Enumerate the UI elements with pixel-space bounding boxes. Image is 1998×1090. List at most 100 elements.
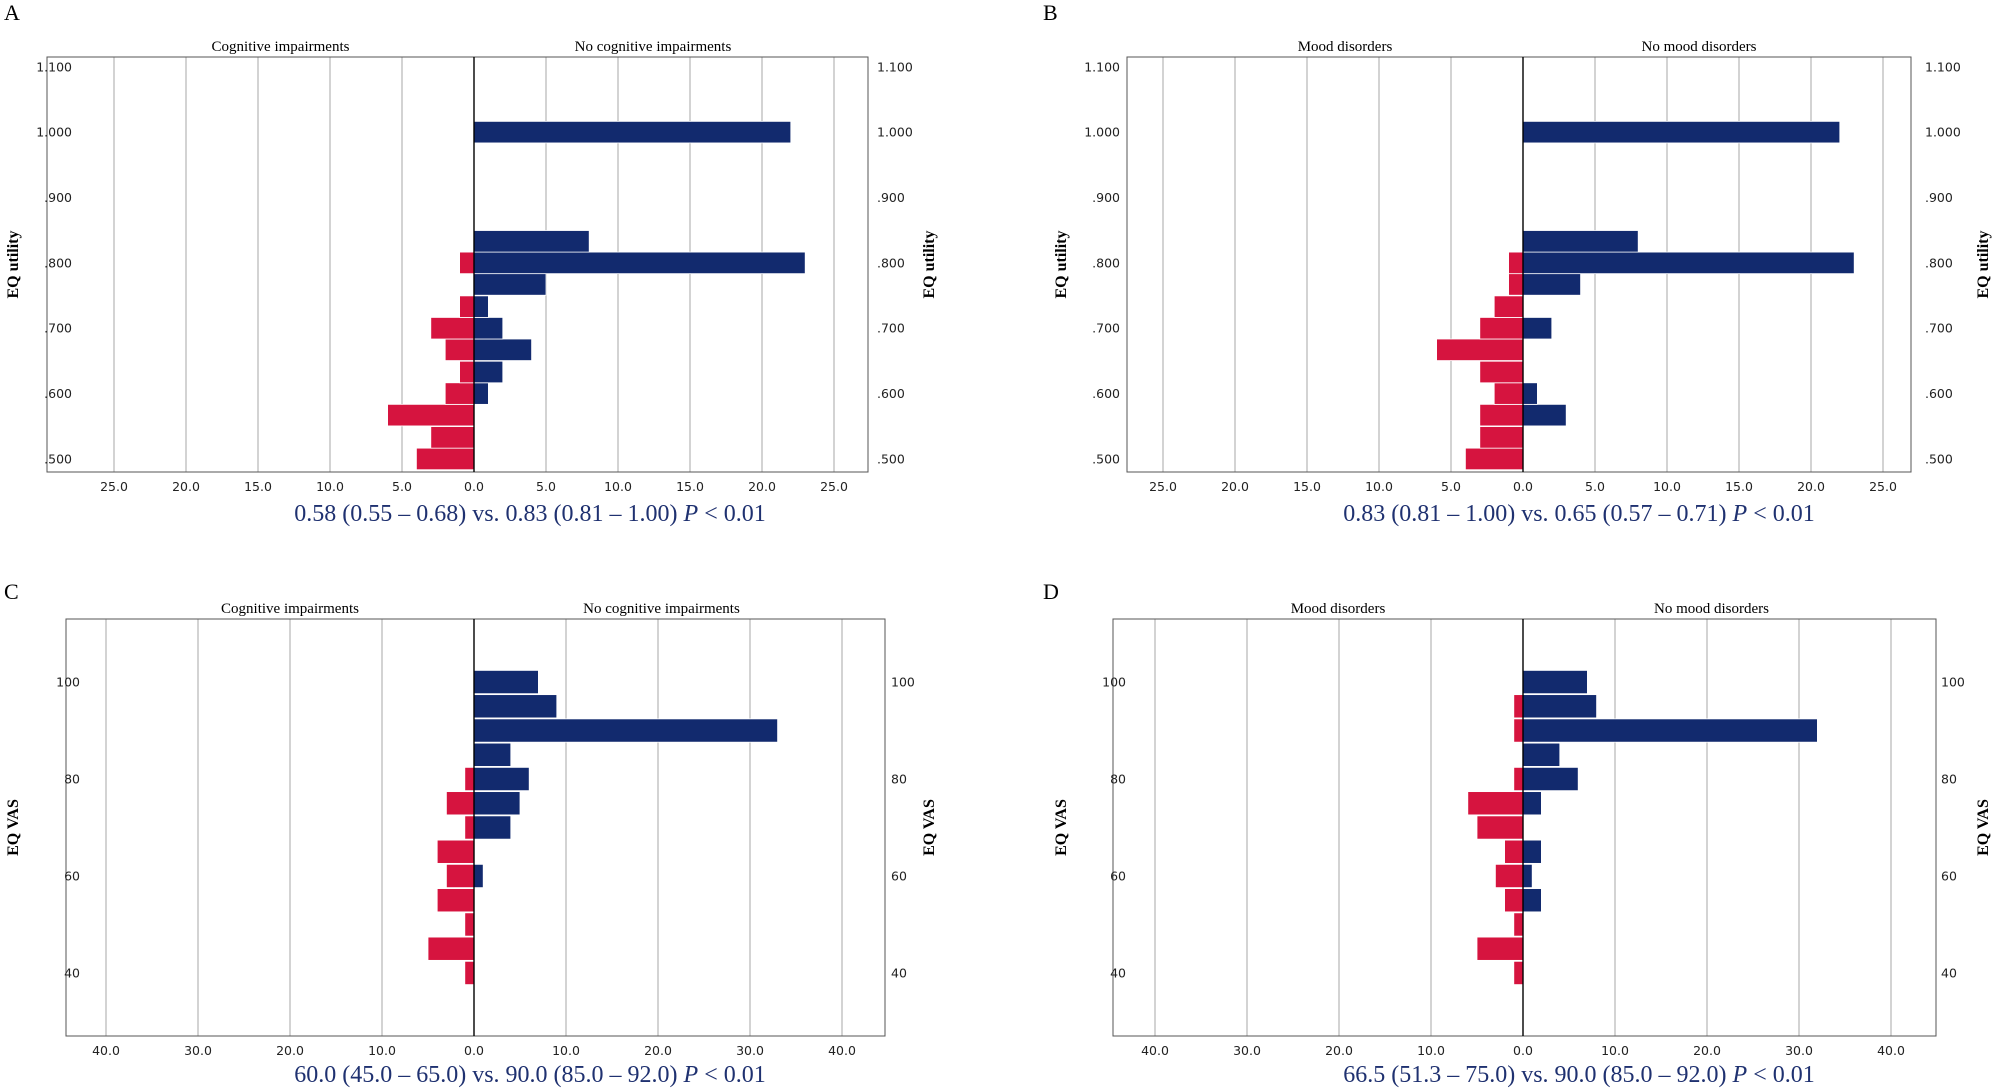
x-tick-label: 20.0 <box>172 479 200 494</box>
right-group-label: No mood disorders <box>1642 39 1757 55</box>
y-tick-label-left: .600 <box>1092 386 1120 401</box>
bar-left <box>1479 317 1524 340</box>
x-tick-label: 0.0 <box>464 479 484 494</box>
bar-left <box>1504 839 1524 864</box>
bar-right <box>473 295 489 318</box>
x-tick-label: 10.0 <box>1601 1043 1629 1058</box>
bar-left <box>459 251 475 275</box>
bar-left <box>1504 888 1524 913</box>
bar-left <box>445 863 475 889</box>
x-tick-label: 40.0 <box>92 1043 120 1058</box>
y-tick-label-left: 1.100 <box>36 59 72 74</box>
summary-medians: 60.0 (45.0 – 65.0) vs. 90.0 (85.0 – 92.0… <box>294 1062 683 1088</box>
x-tick-label: 10.0 <box>1653 479 1681 494</box>
bar-left <box>444 382 475 405</box>
bar-right <box>1522 839 1542 864</box>
summary-p-value: < 0.01 <box>698 1062 766 1088</box>
summary-statistic: 60.0 (45.0 – 65.0) vs. 90.0 (85.0 – 92.0… <box>294 1062 766 1088</box>
bar-left <box>1508 251 1524 275</box>
y-tick-label-left: 1.000 <box>36 125 72 140</box>
y-tick-label-left: 80 <box>1110 772 1126 787</box>
x-tick-label: 20.0 <box>276 1043 304 1058</box>
bar-right <box>473 669 539 695</box>
summary-p-symbol: P <box>1732 1062 1748 1088</box>
bar-right <box>473 230 590 253</box>
bar-right <box>473 766 530 792</box>
bar-right <box>473 338 532 361</box>
summary-p-value: < 0.01 <box>698 501 766 527</box>
bar-left <box>1493 382 1524 405</box>
right-group-label: No mood disorders <box>1654 601 1769 617</box>
y-tick-label-left: .800 <box>44 255 72 270</box>
bar-left <box>464 766 475 792</box>
summary-statistic: 66.5 (51.3 – 75.0) vs. 90.0 (85.0 – 92.0… <box>1343 1062 1815 1088</box>
panel-letter: B <box>1043 0 1058 25</box>
x-tick-label: 25.0 <box>1149 479 1177 494</box>
left-group-label: Mood disorders <box>1291 601 1386 617</box>
x-tick-label: 30.0 <box>1233 1043 1261 1058</box>
left-group-label: Cognitive impairments <box>221 601 359 617</box>
y-tick-label-left: 40 <box>1110 965 1126 980</box>
y-tick-label-right: .800 <box>877 255 905 270</box>
x-tick-label: 40.0 <box>828 1043 856 1058</box>
bar-right <box>473 694 558 719</box>
x-tick-label: 5.0 <box>1441 479 1461 494</box>
y-tick-label-left: .700 <box>1092 321 1120 336</box>
x-tick-label: 10.0 <box>1365 479 1393 494</box>
bar-left <box>1508 273 1524 296</box>
y-tick-label-right: .600 <box>1925 386 1953 401</box>
chart-panel-b: B 25.0 20.0 15.0 10.0 5.0 0.0 5.0 10.0 15.0 20.0 25… <box>1043 0 1992 527</box>
summary-statistic: 0.83 (0.81 – 1.00) vs. 0.65 (0.57 – 0.71… <box>1343 501 1815 527</box>
bar-left <box>1479 360 1524 384</box>
y-tick-label-right: 1.100 <box>1925 59 1961 74</box>
left-group-label: Cognitive impairments <box>212 39 350 55</box>
y-tick-label-left: .600 <box>44 386 72 401</box>
y-axis-title-left: EQ VAS <box>1053 799 1070 856</box>
bar-right <box>1522 888 1542 913</box>
y-tick-label-left: 40 <box>64 965 80 980</box>
summary-medians: 0.58 (0.55 – 0.68) vs. 0.83 (0.81 – 1.00… <box>294 501 683 527</box>
bar-right <box>473 815 512 840</box>
y-tick-label-right: 60 <box>891 868 907 883</box>
x-tick-label: 25.0 <box>1869 479 1897 494</box>
bar-right <box>1522 273 1581 296</box>
bar-right <box>1522 120 1841 144</box>
x-tick-label: 40.0 <box>1141 1043 1169 1058</box>
bar-right <box>1522 742 1561 767</box>
x-tick-label: 10.0 <box>552 1043 580 1058</box>
chart-panel-a: A 25.0 20.0 15.0 10.0 5.0 0.0 5.0 10.0 15.0 20.0 25… <box>4 0 938 527</box>
bar-right <box>473 791 521 816</box>
y-tick-label-left: 1.000 <box>1084 125 1120 140</box>
x-tick-label: 20.0 <box>1221 479 1249 494</box>
bar-right <box>1522 694 1597 719</box>
bar-left <box>415 447 475 471</box>
x-tick-label: 15.0 <box>244 479 272 494</box>
y-tick-label-left: 60 <box>1110 868 1126 883</box>
bar-right <box>473 273 547 296</box>
y-tick-label-left: .700 <box>44 321 72 336</box>
bar-right <box>473 251 806 275</box>
y-tick-label-left: 60 <box>64 868 80 883</box>
bar-right <box>1522 669 1588 695</box>
bar-right <box>473 742 512 767</box>
x-tick-label: 15.0 <box>1293 479 1321 494</box>
y-tick-label-left: .900 <box>44 190 72 205</box>
bar-right <box>1522 863 1533 889</box>
bar-left <box>1476 815 1524 840</box>
x-tick-label: 40.0 <box>1877 1043 1905 1058</box>
x-tick-label: 25.0 <box>820 479 848 494</box>
x-tick-label: 0.0 <box>1513 1043 1533 1058</box>
x-tick-label: 0.0 <box>464 1043 484 1058</box>
bar-right <box>473 718 779 743</box>
bar-left <box>1467 791 1524 816</box>
y-axis-title-right: EQ VAS <box>921 799 938 856</box>
y-tick-label-right: 100 <box>891 675 915 690</box>
x-tick-label: 5.0 <box>1585 479 1605 494</box>
y-axis-title-right: EQ utility <box>921 230 938 298</box>
x-tick-label: 15.0 <box>676 479 704 494</box>
x-tick-label: 30.0 <box>184 1043 212 1058</box>
bar-left <box>1476 936 1524 961</box>
y-tick-label-right: .500 <box>877 451 905 466</box>
bar-right <box>1522 766 1579 792</box>
